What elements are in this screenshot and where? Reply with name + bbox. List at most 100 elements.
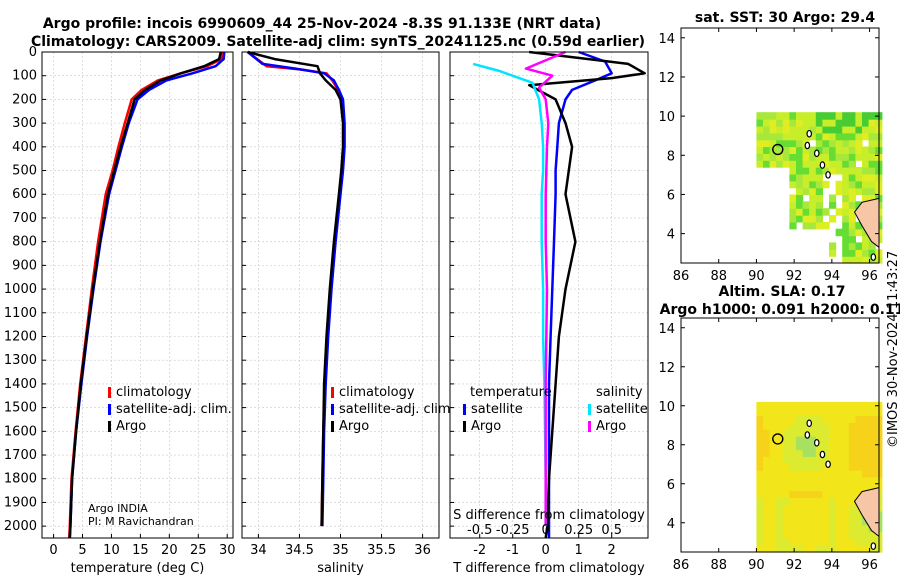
y-tick-label: 100 [12, 69, 37, 84]
heatmap-cell [842, 524, 850, 533]
heatmap-cell [769, 429, 777, 437]
heatmap-cell [782, 146, 790, 154]
heatmap-cell [868, 476, 876, 485]
heatmap-cell [848, 242, 856, 250]
heatmap-cell [756, 545, 764, 553]
heatmap-cell [835, 429, 843, 437]
heatmap-cell [815, 167, 823, 175]
heatmap-cell [848, 415, 856, 423]
heatmap-cell [776, 463, 784, 471]
salinity-profile-panel: 34 34.5 35 35.5 36 salinity climatology satelli… [241, 50, 455, 576]
heatmap-cell [789, 167, 797, 175]
heatmap-cell [796, 422, 804, 430]
heatmap-cell [802, 221, 810, 230]
heatmap-cell [815, 201, 823, 209]
heatmap-cell [756, 470, 764, 478]
heatmap-cell [848, 531, 856, 539]
heatmap-cell [782, 531, 790, 539]
series-line-salinity-argo [524, 50, 566, 527]
heatmap-cell [789, 517, 797, 526]
heatmap-cell [802, 208, 810, 216]
heatmap-cell [796, 531, 804, 539]
y-tick-label: 0 [29, 45, 37, 60]
heatmap-cell [829, 249, 837, 257]
heatmap-cell [835, 449, 843, 457]
heatmap-cell [855, 167, 863, 175]
heatmap-cell [756, 476, 764, 485]
sst-map-title: sat. SST: 30 Argo: 29.4 [695, 10, 875, 26]
heatmap-cell [835, 470, 843, 478]
heatmap-cell [782, 511, 790, 519]
heatmap-cell [802, 146, 810, 154]
heatmap-cell [809, 125, 817, 134]
heatmap-cell [815, 221, 823, 230]
x-tick-label: 34.5 [285, 543, 314, 558]
heatmap-cell [862, 125, 870, 134]
heatmap-cell [862, 476, 870, 485]
heatmap-cell [848, 167, 856, 175]
heatmap-cell [769, 408, 777, 417]
heatmap-cell [848, 449, 856, 457]
heatmap-cell [822, 476, 830, 485]
island-outline [804, 141, 811, 150]
heatmap-cell [809, 511, 817, 519]
heatmap-cell [796, 208, 804, 216]
heatmap-cell [829, 490, 837, 498]
plot-area [41, 51, 234, 539]
heatmap-cell [789, 470, 797, 478]
heatmap-cell [842, 208, 850, 216]
heatmap-cell [868, 180, 876, 189]
heatmap-cell [789, 422, 797, 430]
heatmap-cell [815, 517, 823, 526]
heatmap-cell [789, 476, 797, 485]
heatmap-cell [769, 470, 777, 478]
y-tick-label: 900 [12, 258, 37, 273]
heatmap-cell [796, 538, 804, 546]
x-tick-label: 90 [748, 558, 765, 573]
heatmap-cell [868, 429, 876, 437]
heatmap-cell [802, 187, 810, 196]
legend-title-temperature: temperature [470, 385, 552, 400]
heatmap-cell [782, 139, 790, 148]
heatmap-cell [796, 497, 804, 505]
temperature-profile-panel: 0 5 10 15 20 25 300100200300400500600700800900… [4, 45, 236, 576]
heatmap-cell [835, 208, 843, 216]
heatmap-cell [782, 538, 790, 546]
heatmap-cell [829, 497, 837, 505]
heatmap-cell [862, 146, 870, 154]
heatmap-cell [822, 146, 830, 154]
heatmap-cell [789, 504, 797, 512]
heatmap-cell [842, 125, 850, 134]
heatmap-cell [809, 456, 817, 464]
heatmap-cell [776, 456, 784, 464]
heatmap-cell [835, 490, 843, 498]
heatmap-cell [789, 531, 797, 539]
heatmap-cell [796, 524, 804, 533]
heatmap-cell [855, 153, 863, 161]
heatmap-cell [822, 531, 830, 539]
heatmap-cell [802, 524, 810, 533]
heatmap-cell [763, 153, 771, 161]
heatmap-cell [855, 119, 863, 127]
map-frame [680, 317, 880, 553]
heatmap-cell [809, 208, 817, 216]
heatmap-cell [848, 221, 856, 230]
heatmap-cell [842, 511, 850, 519]
heatmap-cell [842, 449, 850, 457]
heatmap-cell [855, 221, 863, 230]
heatmap-cell [835, 422, 843, 430]
heatmap-cell [815, 470, 823, 478]
heatmap-cell [829, 194, 837, 202]
heatmap-cell [769, 456, 777, 464]
heatmap-cell [822, 119, 830, 127]
heatmap-cell [848, 538, 856, 546]
heatmap-cell [802, 401, 810, 410]
heatmap-cell [796, 180, 804, 189]
heatmap-cell [809, 538, 817, 546]
heatmap-cell [796, 476, 804, 485]
heatmap-cell [822, 429, 830, 437]
x-tick-label: 96 [861, 269, 878, 284]
heatmap-cell [835, 504, 843, 512]
secondary-tick-label: -0.25 [496, 523, 530, 538]
heatmap-cell [802, 511, 810, 519]
